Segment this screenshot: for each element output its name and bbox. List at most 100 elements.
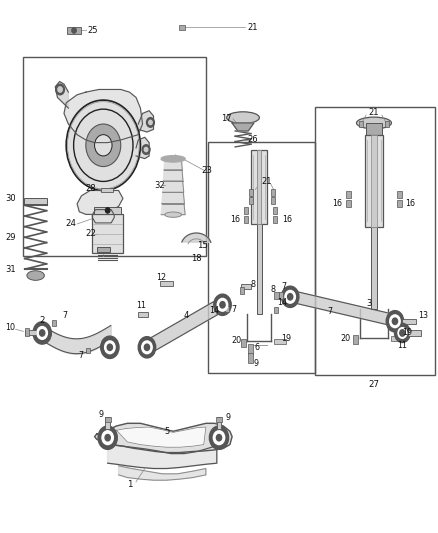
Text: 19: 19 [281,334,291,343]
Circle shape [72,28,76,33]
Text: 14: 14 [209,305,219,314]
Text: 19: 19 [402,328,412,337]
Text: 21: 21 [247,23,258,32]
Bar [94,207,121,214]
Circle shape [107,344,113,351]
Circle shape [66,100,141,190]
Bar [241,284,251,289]
Text: 30: 30 [5,194,15,203]
Text: 14: 14 [277,298,287,307]
Bar [371,227,377,309]
Polygon shape [163,170,183,181]
Text: 1: 1 [127,480,132,489]
Text: 21: 21 [369,108,379,117]
Bar [366,123,382,135]
Bar [279,292,283,299]
Polygon shape [232,123,254,131]
Bar [315,107,435,375]
Bar [274,308,278,313]
Bar [257,224,262,314]
Circle shape [209,426,229,449]
Circle shape [386,311,404,332]
Text: 11: 11 [397,341,407,350]
Bar [179,25,185,30]
Polygon shape [64,90,143,143]
Text: 7: 7 [78,351,83,360]
Bar [274,339,286,344]
Bar [67,27,81,34]
Text: 17: 17 [222,114,232,123]
Bar [240,287,244,294]
Circle shape [288,294,293,300]
Polygon shape [108,445,217,469]
Bar [25,328,29,336]
Polygon shape [161,204,185,215]
Bar [249,189,254,196]
Text: 18: 18 [191,254,201,263]
Circle shape [86,124,121,166]
Text: 15: 15 [197,241,208,250]
Circle shape [106,208,110,213]
Text: 6: 6 [254,343,259,352]
Circle shape [285,290,295,303]
Bar [275,292,279,299]
Bar [25,330,35,335]
Circle shape [142,341,152,354]
Text: 9: 9 [225,413,230,422]
Text: 26: 26 [248,135,258,144]
Text: 16: 16 [230,215,240,224]
Bar [251,150,267,224]
Text: 5: 5 [164,427,169,436]
Bar [216,417,222,422]
Ellipse shape [357,117,392,129]
Bar [86,348,90,353]
Text: 8: 8 [270,285,275,294]
Circle shape [220,302,225,308]
Circle shape [138,337,155,358]
Bar [138,312,148,317]
Bar [397,200,402,207]
Bar [101,188,113,192]
Text: 3: 3 [366,299,371,308]
Circle shape [282,286,299,308]
Circle shape [98,426,117,449]
Polygon shape [95,423,232,453]
Ellipse shape [161,156,185,162]
Text: 10: 10 [5,323,15,332]
Bar [244,216,248,223]
Ellipse shape [165,212,182,217]
Bar [225,306,229,312]
Bar [24,198,47,204]
Bar [402,319,416,325]
Text: 21: 21 [262,177,272,186]
Text: 28: 28 [85,184,96,193]
Text: 11: 11 [136,301,146,310]
Text: 7: 7 [63,311,68,320]
Polygon shape [55,82,68,108]
Ellipse shape [27,271,44,280]
Bar [106,417,110,429]
Polygon shape [182,233,211,243]
Circle shape [145,148,148,152]
Polygon shape [162,192,184,204]
Bar [273,216,277,223]
Polygon shape [288,290,397,327]
Circle shape [147,118,154,127]
Circle shape [149,120,152,125]
Polygon shape [162,181,184,192]
Text: 32: 32 [155,181,166,190]
Circle shape [56,84,64,95]
Text: 2: 2 [39,316,45,325]
Circle shape [145,344,150,351]
Text: 20: 20 [231,336,241,345]
Circle shape [213,431,225,445]
Bar [160,281,173,286]
Ellipse shape [226,112,259,124]
Circle shape [33,322,51,344]
Bar [208,142,315,373]
Circle shape [400,330,405,336]
Bar [249,197,254,204]
Text: 7: 7 [327,307,332,316]
Circle shape [392,318,398,325]
Bar [244,207,248,214]
